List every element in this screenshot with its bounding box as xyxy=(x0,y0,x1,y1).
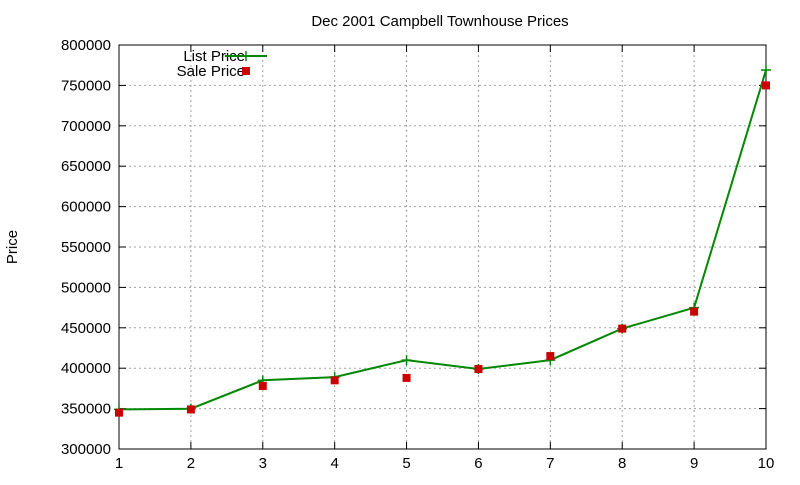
sale-price-point xyxy=(474,365,483,374)
y-tick-label: 300000 xyxy=(61,441,111,458)
x-tick-label: 2 xyxy=(187,455,195,472)
y-tick-label: 350000 xyxy=(61,401,111,418)
y-tick-label: 700000 xyxy=(61,118,111,135)
y-tick-label: 400000 xyxy=(61,360,111,377)
sale-price-point xyxy=(115,408,123,417)
x-tick-label: 10 xyxy=(758,455,775,472)
x-tick-label: 4 xyxy=(330,455,338,472)
legend: List Price Sale Price xyxy=(177,48,267,80)
list-price-point xyxy=(761,65,771,76)
sale-price-point xyxy=(618,324,627,333)
y-tick-label: 450000 xyxy=(61,320,111,337)
sale-price-point xyxy=(186,405,195,414)
legend-marker-list-price xyxy=(241,51,251,61)
legend-label-list-price: List Price xyxy=(183,48,245,65)
x-tick-label: 5 xyxy=(402,455,410,472)
x-tick-label: 3 xyxy=(259,455,267,472)
y-tick-labels: 300000 350000 400000 450000 500000 550000 6000… xyxy=(61,37,111,458)
legend-marker-sale-price xyxy=(242,67,250,75)
sale-price-point xyxy=(330,376,339,385)
sale-price-point xyxy=(258,381,267,390)
list-price-point xyxy=(401,355,412,366)
sale-price-point xyxy=(690,307,699,316)
series-layer xyxy=(114,65,771,417)
y-axis-label: Price xyxy=(4,230,21,264)
sale-price-point xyxy=(402,373,411,382)
x-tick-label: 6 xyxy=(474,455,482,472)
tick-marks xyxy=(118,44,767,450)
y-tick-label: 800000 xyxy=(61,37,111,54)
x-tick-label: 1 xyxy=(115,455,123,472)
y-tick-label: 600000 xyxy=(61,199,111,216)
y-tick-label: 550000 xyxy=(61,239,111,256)
y-tick-label: 750000 xyxy=(61,77,111,94)
x-tick-label: 9 xyxy=(690,455,698,472)
x-tick-label: 8 xyxy=(618,455,626,472)
chart-title: Dec 2001 Campbell Townhouse Prices xyxy=(311,13,568,30)
legend-label-sale-price: Sale Price xyxy=(177,63,245,80)
list-price-line xyxy=(118,69,767,411)
y-tick-label: 500000 xyxy=(61,279,111,296)
sale-price-point xyxy=(762,81,770,90)
sale-price-point xyxy=(546,352,555,361)
x-tick-label: 7 xyxy=(546,455,554,472)
x-tick-labels: 1 2 3 4 5 6 7 8 9 10 xyxy=(115,455,775,472)
y-tick-label: 650000 xyxy=(61,158,111,175)
